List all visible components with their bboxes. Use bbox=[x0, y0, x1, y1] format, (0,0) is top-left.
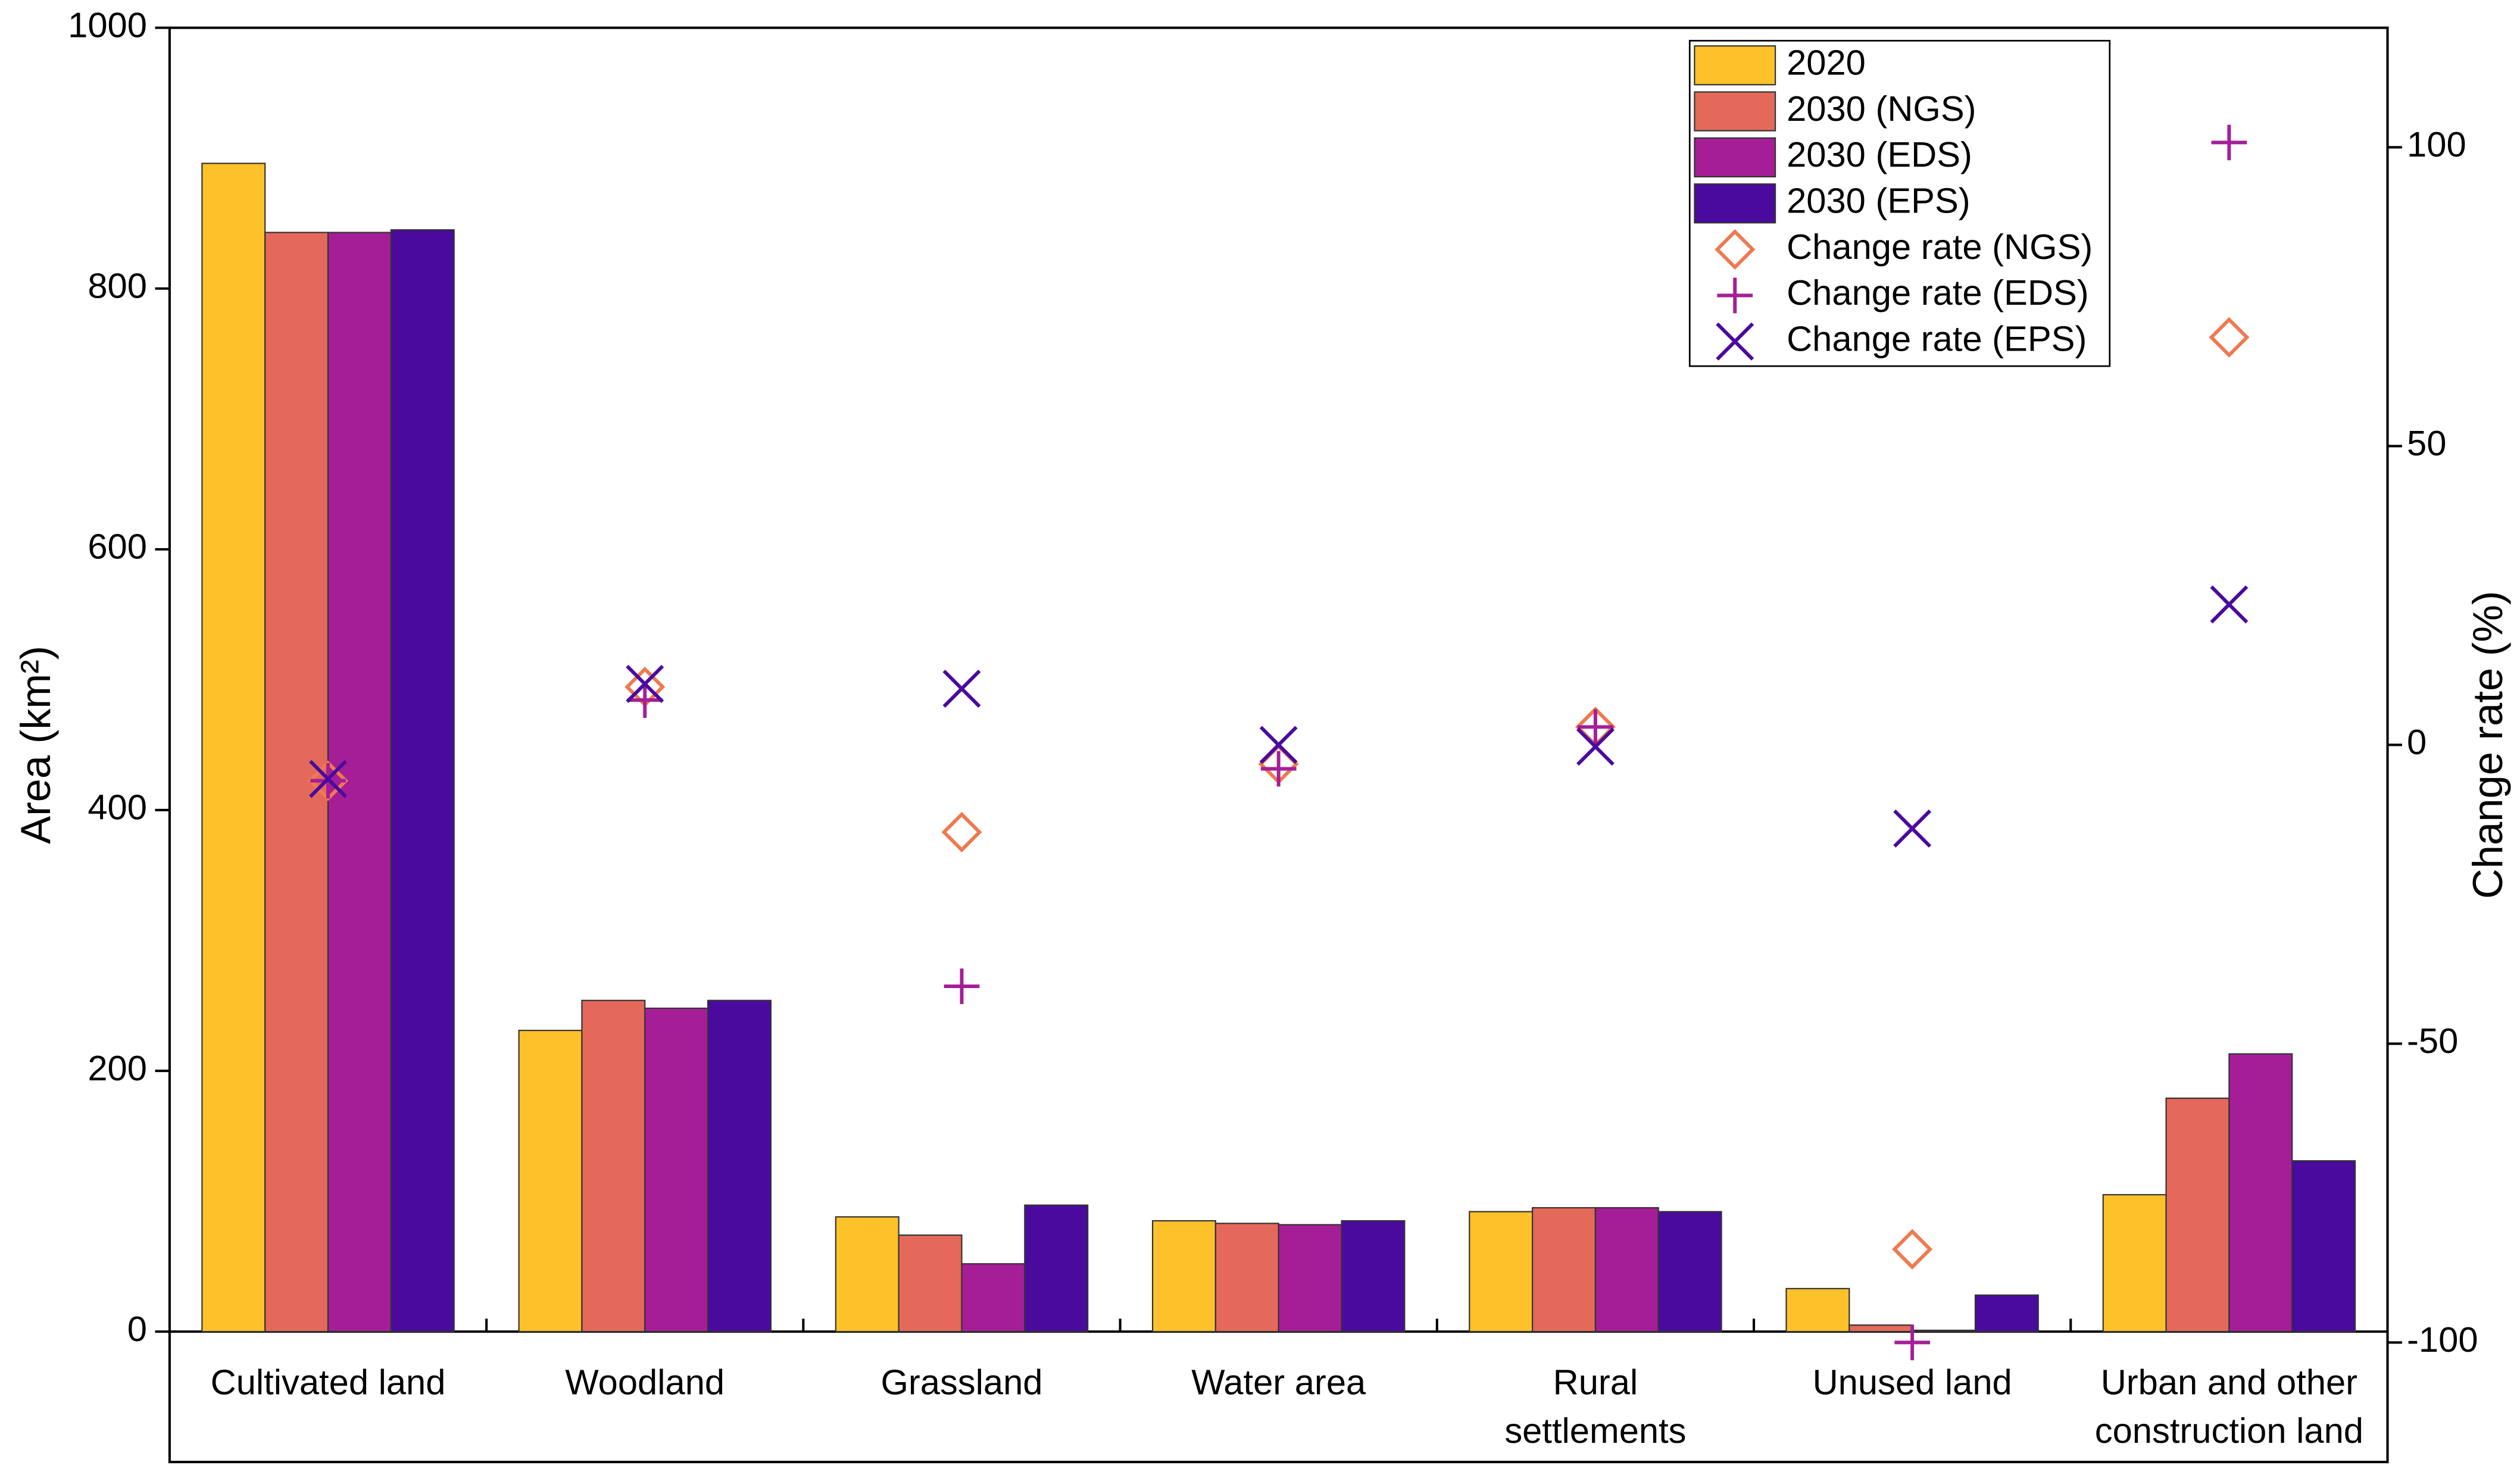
scatter-point bbox=[2210, 585, 2249, 624]
y-tick-label: 600 bbox=[88, 527, 147, 567]
y2-tick-label: -100 bbox=[2407, 1320, 2478, 1360]
bar bbox=[1848, 1324, 1913, 1333]
x-tick-label: Cultivated land bbox=[211, 1362, 446, 1402]
scatter-point bbox=[942, 670, 981, 708]
y2-tick-label: 100 bbox=[2407, 124, 2466, 164]
bar bbox=[961, 1263, 1026, 1333]
bar bbox=[1532, 1207, 1597, 1333]
scatter-point bbox=[1715, 229, 1756, 270]
scatter-point bbox=[1892, 1229, 1933, 1270]
scatter-point bbox=[626, 665, 664, 703]
y-tick-label: 400 bbox=[88, 787, 147, 827]
scatter-point bbox=[1716, 322, 1754, 361]
scatter-point bbox=[1894, 1324, 1931, 1361]
y-tick-label: 1000 bbox=[68, 5, 147, 45]
bar bbox=[2102, 1194, 2167, 1333]
bar bbox=[1469, 1211, 1534, 1333]
scatter-point bbox=[2211, 124, 2247, 161]
y2-tick-label: 50 bbox=[2407, 423, 2446, 463]
bar bbox=[898, 1234, 963, 1333]
bar bbox=[1214, 1223, 1279, 1333]
bar bbox=[2165, 1097, 2230, 1333]
scatter-point bbox=[2209, 317, 2250, 358]
scatter-point bbox=[1259, 726, 1298, 764]
legend-swatch bbox=[1694, 45, 1776, 86]
bar bbox=[2228, 1053, 2293, 1333]
scatter-point bbox=[944, 968, 980, 1004]
legend-label: 2030 (EPS) bbox=[1787, 181, 1971, 221]
scatter-point bbox=[1717, 277, 1753, 314]
x-tick-label: Grassland bbox=[880, 1362, 1042, 1402]
bar bbox=[1341, 1220, 1406, 1333]
scatter-point bbox=[1893, 810, 1932, 848]
x-tick-label: Water area bbox=[1191, 1362, 1366, 1402]
y2-tick-label: -50 bbox=[2407, 1021, 2458, 1061]
bar bbox=[835, 1216, 900, 1333]
x-tick-label: Unused land bbox=[1813, 1362, 2012, 1402]
bar bbox=[1024, 1204, 1089, 1333]
legend: 2020 2030 (NGS) 2030 (EDS) 2030 (EPS) Change… bbox=[1688, 39, 2111, 367]
scatter-point bbox=[1260, 751, 1297, 787]
bar bbox=[1974, 1294, 2039, 1333]
legend-label: Change rate (EDS) bbox=[1787, 273, 2089, 312]
bar bbox=[581, 999, 646, 1333]
bar bbox=[201, 162, 266, 1333]
y-tick-label: 200 bbox=[88, 1048, 147, 1088]
bar bbox=[1151, 1220, 1216, 1333]
bar bbox=[1657, 1211, 1722, 1333]
legend-label: Change rate (EPS) bbox=[1787, 319, 2087, 359]
bar bbox=[1912, 1329, 1976, 1333]
scatter-point bbox=[1576, 727, 1615, 766]
legend-label: 2030 (NGS) bbox=[1787, 89, 1976, 129]
y-axis-title: Area (km²) bbox=[12, 646, 59, 844]
y2-axis-title: Change rate (%) bbox=[2464, 591, 2511, 899]
legend-label: Change rate (NGS) bbox=[1787, 227, 2093, 267]
bar bbox=[2291, 1160, 2356, 1333]
y-tick-label: 800 bbox=[88, 266, 147, 306]
bar bbox=[1278, 1224, 1342, 1333]
bar bbox=[707, 999, 772, 1333]
x-tick-label: Urban and other construction land bbox=[2095, 1362, 2363, 1450]
bar bbox=[518, 1030, 583, 1333]
x-tick-label: Woodland bbox=[565, 1362, 725, 1402]
legend-swatch bbox=[1694, 137, 1776, 178]
bar bbox=[1785, 1287, 1850, 1333]
legend-swatch bbox=[1694, 91, 1776, 132]
x-tick-label: Rural settlements bbox=[1504, 1362, 1686, 1450]
y2-tick-label: 0 bbox=[2407, 722, 2427, 762]
y-tick-label: 0 bbox=[127, 1309, 147, 1349]
legend-swatch bbox=[1694, 183, 1776, 224]
scatter-point bbox=[309, 760, 347, 798]
bar bbox=[644, 1007, 709, 1333]
bar bbox=[390, 229, 455, 1333]
scatter-point bbox=[627, 682, 663, 718]
scatter-point bbox=[941, 811, 982, 853]
bar bbox=[1594, 1207, 1659, 1333]
legend-label: 2020 bbox=[1787, 43, 1866, 83]
scatter-point bbox=[1578, 709, 1613, 745]
legend-label: 2030 (EDS) bbox=[1787, 135, 1972, 174]
